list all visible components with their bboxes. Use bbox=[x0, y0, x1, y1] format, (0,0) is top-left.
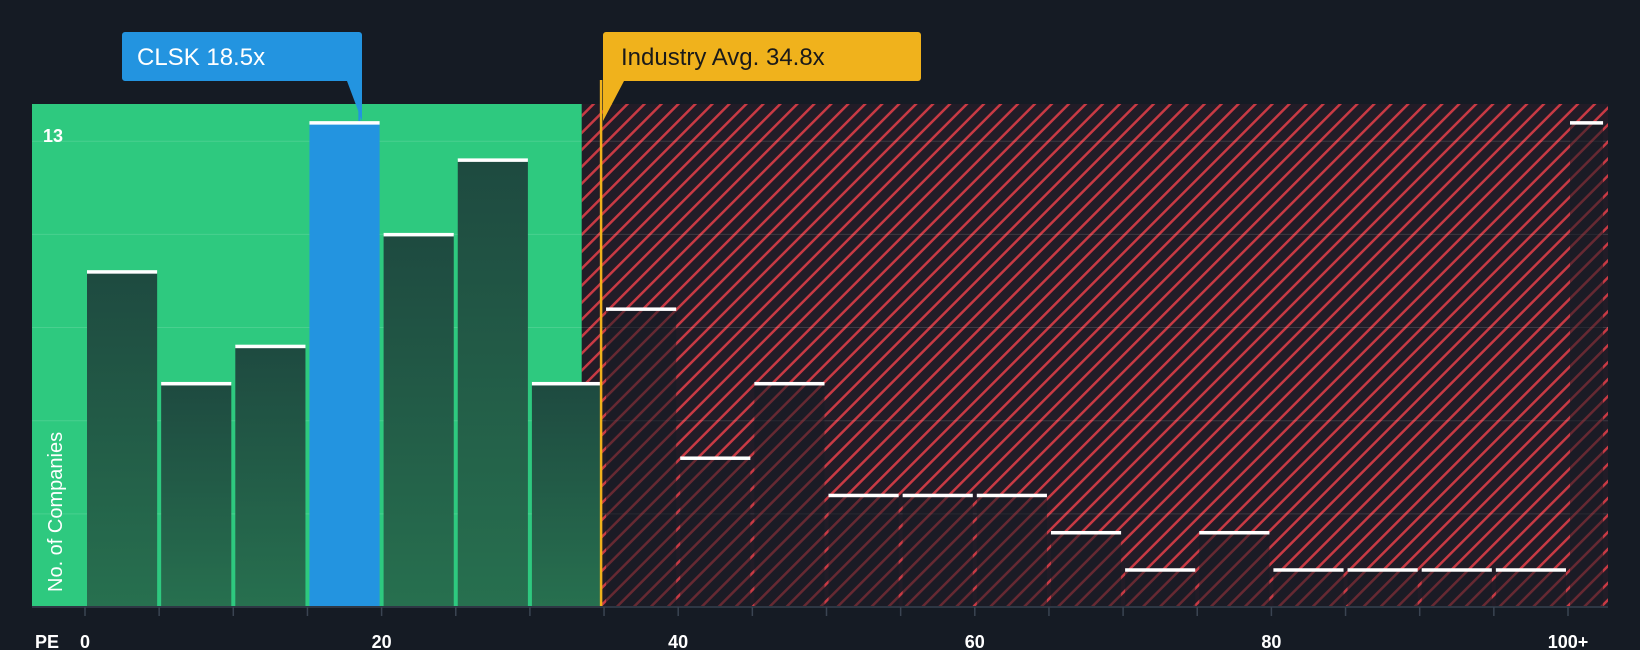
histogram-bar bbox=[87, 271, 158, 607]
bar-cap bbox=[1495, 568, 1566, 572]
bar-cap bbox=[161, 381, 232, 386]
bar-caps bbox=[87, 121, 1604, 572]
bar-cap bbox=[1199, 530, 1270, 535]
bar-cap bbox=[1273, 568, 1344, 572]
histogram-bar bbox=[457, 159, 528, 607]
histogram-bar bbox=[976, 495, 1047, 607]
histogram-bar bbox=[902, 495, 973, 607]
callouts: CLSK 18.5x Industry Avg. 34.8x bbox=[122, 32, 921, 121]
histogram-bar bbox=[606, 308, 677, 607]
histogram-bar bbox=[383, 234, 454, 607]
histogram-bar bbox=[161, 383, 232, 607]
bar-cap bbox=[1347, 568, 1418, 572]
x-tick-label: 0 bbox=[80, 632, 90, 650]
ylabel-group: No. of Companies bbox=[45, 432, 67, 592]
y-axis-label: No. of Companies bbox=[45, 432, 67, 592]
bar-cap bbox=[531, 381, 603, 386]
bar-cap bbox=[457, 158, 528, 162]
histogram-bar bbox=[680, 457, 751, 607]
industry-callout: Industry Avg. 34.8x bbox=[603, 32, 921, 121]
bar-cap bbox=[754, 381, 825, 386]
histogram-bar bbox=[1570, 122, 1604, 607]
x-tick-label: 20 bbox=[372, 632, 392, 650]
overvalued-zone bbox=[581, 104, 1609, 607]
bar-cap bbox=[828, 493, 899, 498]
x-tick-label: 80 bbox=[1261, 632, 1281, 650]
bar-cap bbox=[235, 344, 306, 349]
histogram-bar bbox=[1273, 569, 1344, 607]
histogram-bar bbox=[1199, 532, 1270, 607]
industry-callout-box bbox=[603, 32, 921, 121]
histogram-bar bbox=[1125, 569, 1196, 607]
histogram-bars bbox=[87, 122, 1604, 607]
x-tick-label: 40 bbox=[668, 632, 688, 650]
histogram-bar bbox=[235, 346, 306, 607]
x-tick-label: 60 bbox=[965, 632, 985, 650]
x-tick-label: 100+ bbox=[1548, 632, 1589, 650]
bar-cap bbox=[383, 232, 454, 237]
histogram-bar bbox=[1050, 532, 1122, 607]
bar-cap bbox=[87, 270, 158, 274]
company-callout-label: CLSK 18.5x bbox=[137, 44, 265, 71]
histogram-bar bbox=[1347, 569, 1418, 607]
bar-cap bbox=[606, 307, 677, 311]
x-axis-label: PE bbox=[35, 632, 59, 650]
company-callout: CLSK 18.5x bbox=[122, 32, 362, 121]
x-axis: 0 20 40 60 80 100+ bbox=[32, 606, 1608, 650]
histogram-bar bbox=[1495, 569, 1566, 607]
bar-cap bbox=[1570, 121, 1604, 125]
histogram-bar bbox=[828, 495, 899, 607]
bar-cap bbox=[902, 493, 973, 498]
y-tick-label: 13 bbox=[43, 126, 63, 146]
bar-cap bbox=[1050, 530, 1122, 535]
histogram-bar bbox=[754, 383, 825, 607]
bar-cap bbox=[1421, 568, 1492, 572]
industry-callout-label: Industry Avg. 34.8x bbox=[621, 44, 825, 71]
bar-cap bbox=[976, 493, 1047, 498]
company-callout-box bbox=[122, 32, 362, 121]
bar-cap bbox=[680, 456, 751, 460]
bar-cap bbox=[309, 121, 380, 125]
bar-cap bbox=[1125, 568, 1196, 572]
histogram-bar bbox=[531, 383, 603, 607]
highlighted-bar bbox=[309, 122, 380, 607]
histogram-bar bbox=[1421, 569, 1492, 607]
